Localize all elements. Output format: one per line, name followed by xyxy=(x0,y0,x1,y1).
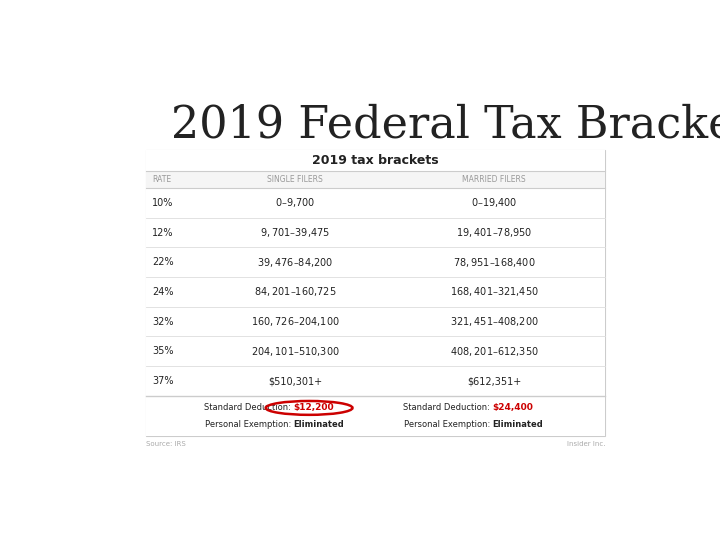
Text: $12,200: $12,200 xyxy=(294,403,334,413)
FancyBboxPatch shape xyxy=(145,366,606,396)
Text: SINGLE FILERS: SINGLE FILERS xyxy=(267,175,323,184)
FancyBboxPatch shape xyxy=(145,307,606,336)
FancyBboxPatch shape xyxy=(145,277,606,307)
Text: $321,451 – $408,200: $321,451 – $408,200 xyxy=(449,315,539,328)
Text: Standard Deduction:: Standard Deduction: xyxy=(403,403,492,413)
FancyBboxPatch shape xyxy=(145,188,606,218)
Text: 10%: 10% xyxy=(152,198,174,208)
Text: $84,201 – $160,725: $84,201 – $160,725 xyxy=(254,286,336,299)
Text: $24,400: $24,400 xyxy=(492,403,534,413)
Text: $612,351+: $612,351+ xyxy=(467,376,521,386)
Text: $9,701 – $39,475: $9,701 – $39,475 xyxy=(260,226,330,239)
Text: 24%: 24% xyxy=(152,287,174,297)
Text: Eliminated: Eliminated xyxy=(492,420,543,429)
FancyBboxPatch shape xyxy=(145,396,606,436)
Text: $204,101 – $510,300: $204,101 – $510,300 xyxy=(251,345,340,358)
Text: 2019 Federal Tax Brackets: 2019 Federal Tax Brackets xyxy=(171,103,720,146)
Text: 35%: 35% xyxy=(152,346,174,356)
Text: Insider Inc.: Insider Inc. xyxy=(567,441,606,447)
Text: $168,401 – $321,450: $168,401 – $321,450 xyxy=(449,286,539,299)
Text: 22%: 22% xyxy=(152,257,174,267)
Text: RATE: RATE xyxy=(152,175,171,184)
Text: $510,301+: $510,301+ xyxy=(268,376,323,386)
Text: $78,951 – $168,400: $78,951 – $168,400 xyxy=(453,256,535,269)
Text: Standard Deduction:: Standard Deduction: xyxy=(204,403,294,413)
Text: 37%: 37% xyxy=(152,376,174,386)
Text: MARRIED FILERS: MARRIED FILERS xyxy=(462,175,526,184)
Text: Personal Exemption:: Personal Exemption: xyxy=(204,420,294,429)
FancyBboxPatch shape xyxy=(145,336,606,366)
Text: $0 – $19,400: $0 – $19,400 xyxy=(471,197,517,210)
Text: $0 – $9,700: $0 – $9,700 xyxy=(275,197,315,210)
Text: $160,726 – $204,100: $160,726 – $204,100 xyxy=(251,315,340,328)
Text: Personal Exemption:: Personal Exemption: xyxy=(403,420,492,429)
Text: 32%: 32% xyxy=(152,316,174,327)
FancyBboxPatch shape xyxy=(145,218,606,247)
FancyBboxPatch shape xyxy=(145,171,606,188)
Text: $39,476 – $84,200: $39,476 – $84,200 xyxy=(257,256,333,269)
FancyBboxPatch shape xyxy=(145,150,606,436)
FancyBboxPatch shape xyxy=(145,247,606,277)
Text: $19,401 – $78,950: $19,401 – $78,950 xyxy=(456,226,532,239)
Text: 12%: 12% xyxy=(152,227,174,238)
Text: 2019 tax brackets: 2019 tax brackets xyxy=(312,154,439,167)
Text: Eliminated: Eliminated xyxy=(294,420,344,429)
Text: $408,201 – $612,350: $408,201 – $612,350 xyxy=(449,345,539,358)
Text: Source: IRS: Source: IRS xyxy=(145,441,186,447)
FancyBboxPatch shape xyxy=(145,150,606,171)
